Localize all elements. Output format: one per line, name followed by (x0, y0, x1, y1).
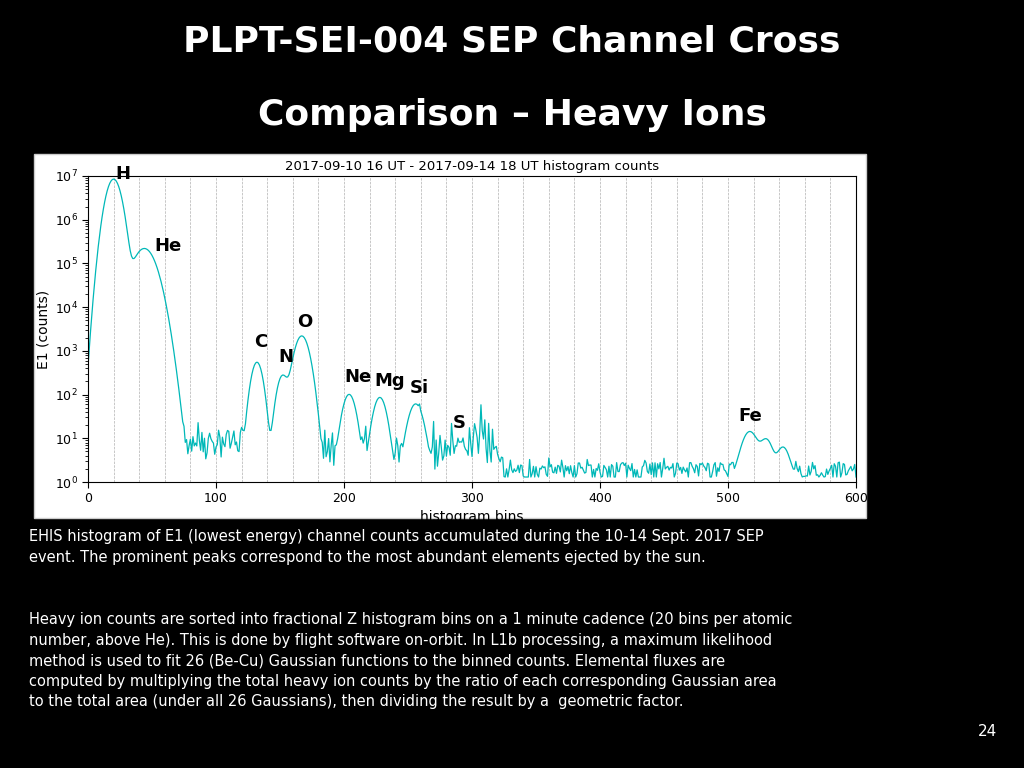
Text: N: N (279, 348, 294, 366)
Text: Fe: Fe (738, 407, 762, 425)
Text: Mg: Mg (375, 372, 406, 390)
Text: C: C (254, 333, 267, 351)
Text: 24: 24 (978, 724, 997, 739)
FancyBboxPatch shape (34, 154, 866, 518)
Text: O: O (297, 313, 312, 331)
Text: PLPT-SEI-004 SEP Channel Cross: PLPT-SEI-004 SEP Channel Cross (183, 25, 841, 58)
Title: 2017-09-10 16 UT - 2017-09-14 18 UT histogram counts: 2017-09-10 16 UT - 2017-09-14 18 UT hist… (285, 161, 659, 174)
Text: S: S (453, 414, 466, 432)
Text: Heavy ion counts are sorted into fractional Z histogram bins on a 1 minute caden: Heavy ion counts are sorted into fractio… (29, 612, 792, 709)
Text: Si: Si (410, 379, 428, 397)
X-axis label: histogram bins: histogram bins (420, 510, 523, 524)
Text: He: He (155, 237, 182, 255)
Text: Comparison – Heavy Ions: Comparison – Heavy Ions (257, 98, 767, 132)
Text: Ne: Ne (344, 368, 372, 386)
Text: EHIS histogram of E1 (lowest energy) channel counts accumulated during the 10-14: EHIS histogram of E1 (lowest energy) cha… (29, 529, 763, 564)
Y-axis label: E1 (counts): E1 (counts) (37, 290, 50, 369)
Text: H: H (115, 164, 130, 183)
